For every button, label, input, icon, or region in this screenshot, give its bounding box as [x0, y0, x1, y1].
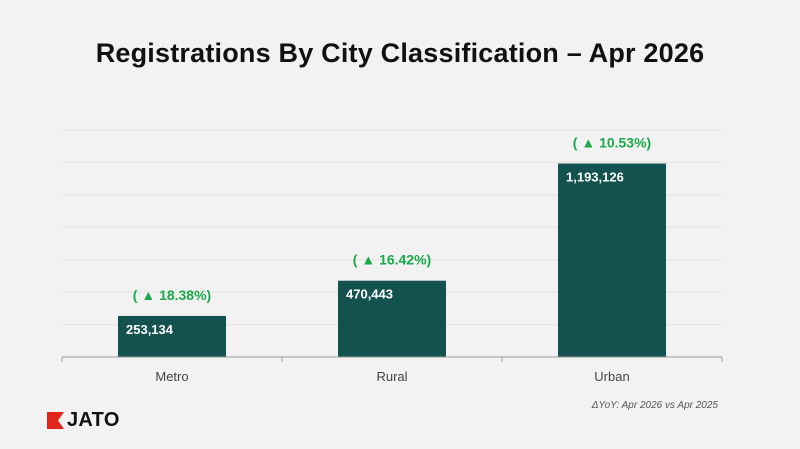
logo-text: JATO: [67, 408, 120, 431]
bar-value-label: 470,443: [346, 287, 393, 302]
bar-rural: [338, 280, 446, 357]
jato-flag-icon: [47, 411, 64, 429]
yoy-footnote: ΔYoY: Apr 2026 vs Apr 2025: [591, 400, 718, 411]
growth-label-text: ( ▲ 10.53%): [573, 135, 651, 151]
growth-label: ( ▲ 10.53%): [573, 135, 651, 151]
x-axis: Metro Rural Urban: [61, 356, 723, 384]
chart-title: Registrations By City Classification – A…: [95, 38, 705, 68]
bar-value-label: 253,134: [126, 322, 174, 337]
growth-label: ( ▲ 16.42%): [353, 252, 431, 268]
growth-label: ( ▲ 18.38%): [133, 287, 211, 303]
growth-label-text: ( ▲ 16.42%): [353, 252, 431, 268]
growth-label-text: ( ▲ 18.38%): [133, 287, 211, 303]
x-tick-label: Metro: [155, 369, 188, 384]
bar-value-label: 1,193,126: [566, 170, 624, 185]
bar-metro: [118, 315, 226, 357]
x-tick-label: Rural: [376, 369, 407, 384]
jato-logo: JATO: [47, 409, 120, 431]
x-tick-label: Urban: [594, 369, 629, 384]
bars: 253,134 ( ▲ 18.38%) 470,443 ( ▲ 16.42%) 1,19…: [118, 135, 666, 357]
bar-urban: [558, 163, 666, 357]
